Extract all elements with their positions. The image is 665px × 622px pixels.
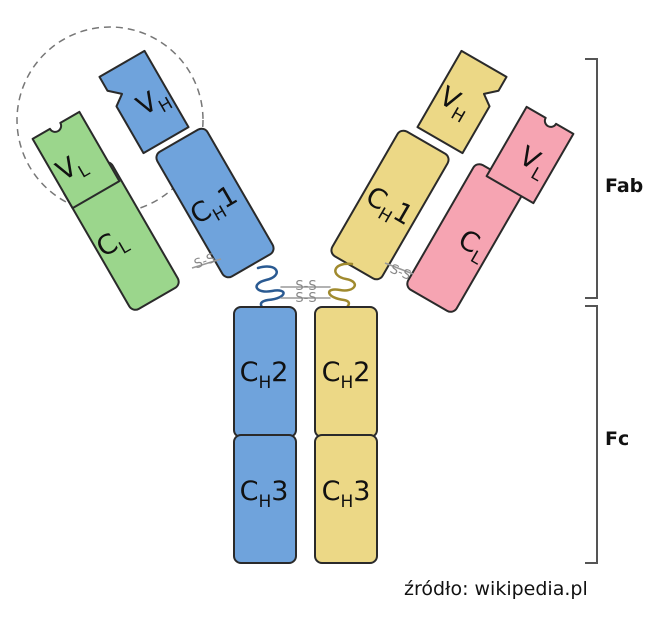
left-vl-domain: VL — [31, 110, 121, 210]
fc-bracket — [585, 305, 598, 564]
left-vh-domain: VH — [98, 49, 190, 155]
left-ch3-suffix: 3 — [271, 476, 288, 507]
left-ch2-sub: H — [258, 373, 271, 393]
left-arm-disulfide-label: S-S — [192, 251, 217, 272]
right-ch3-sub: H — [340, 492, 353, 512]
right-ch3-suffix: 3 — [353, 476, 370, 507]
right-vl-domain: VL — [485, 105, 575, 205]
fc-right-heavy-chain: CH2 CH3 — [314, 306, 378, 564]
left-ch3-domain — [233, 434, 297, 564]
hinge-disulfide-label-1: S-S — [295, 279, 316, 294]
right-arm-disulfide: S-S — [384, 262, 414, 284]
source-credit: źródło: wikipedia.pl — [404, 578, 588, 600]
right-ch1-domain: CH1 — [330, 129, 450, 281]
hinge-disulfide-label-2: S-S — [295, 291, 316, 306]
left-light-chain: CL VL — [31, 110, 180, 311]
right-ch2-sub: H — [340, 373, 353, 393]
svg-text:CH3: CH3 — [240, 476, 289, 512]
left-ch2-main: C — [240, 357, 259, 388]
right-ch2-main: C — [322, 357, 341, 388]
svg-text:CH2: CH2 — [240, 357, 289, 393]
left-heavy-chain-fab: VH CH1 — [98, 49, 275, 279]
left-ch3-main: C — [240, 476, 259, 507]
fc-left-heavy-chain: CH2 CH3 — [233, 306, 297, 564]
svg-text:CH1: CH1 — [358, 181, 418, 237]
left-hinge-coil — [255, 265, 285, 312]
left-ch2-suffix: 2 — [271, 357, 288, 388]
fab-label: Fab — [605, 175, 643, 197]
svg-text:CH3: CH3 — [322, 476, 371, 512]
fab-bracket — [585, 58, 598, 299]
svg-text:CH2: CH2 — [322, 357, 371, 393]
fc-label: Fc — [605, 428, 629, 450]
right-ch2-suffix: 2 — [353, 357, 370, 388]
right-vh-domain: VH — [416, 49, 508, 155]
right-ch3-domain — [314, 434, 378, 564]
right-arm-disulfide-label: S-S — [388, 262, 413, 284]
left-ch3-sub: H — [258, 492, 271, 512]
right-hinge-coil — [328, 262, 357, 312]
hinge-region — [255, 262, 357, 312]
right-ch3-main: C — [322, 476, 341, 507]
right-heavy-chain-fab: VH CH1 — [330, 49, 508, 281]
left-ch1-domain: CH1 — [155, 127, 275, 279]
left-arm-disulfide: S-S — [191, 251, 222, 272]
right-light-chain: CL VL — [406, 105, 575, 313]
